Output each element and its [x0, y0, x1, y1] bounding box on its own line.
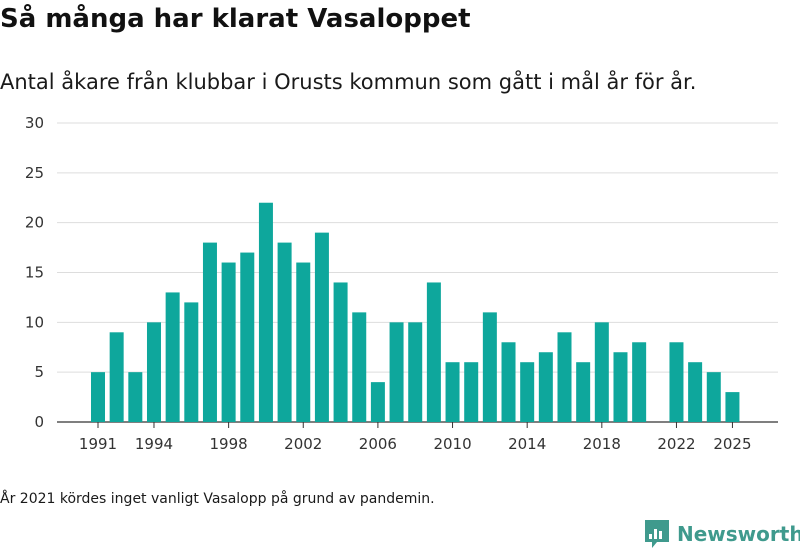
x-tick-label: 2022	[657, 435, 695, 453]
y-tick-label: 0	[34, 413, 44, 431]
bar	[464, 362, 479, 422]
x-tick-label: 2002	[284, 435, 322, 453]
bar	[333, 282, 348, 422]
y-tick-label: 15	[25, 264, 44, 282]
brand-name: Newsworthy	[677, 522, 800, 546]
chart-subtitle: Antal åkare från klubbar i Orusts kommun…	[0, 70, 697, 94]
bar	[632, 342, 647, 422]
bar	[482, 312, 497, 422]
bar	[165, 292, 180, 422]
x-tick-label: 1994	[135, 435, 173, 453]
x-tick-label: 2018	[583, 435, 621, 453]
bar	[389, 322, 404, 422]
bar	[501, 342, 516, 422]
bar	[408, 322, 423, 422]
x-tick-label: 1991	[79, 435, 117, 453]
bar	[277, 242, 292, 422]
y-tick-label: 30	[25, 114, 44, 132]
bar	[314, 232, 329, 422]
bar	[221, 262, 236, 422]
bar	[240, 252, 255, 422]
bar	[370, 382, 385, 422]
bar	[128, 372, 143, 422]
bar	[725, 392, 740, 422]
bar	[258, 202, 273, 422]
bar	[669, 342, 684, 422]
bar	[426, 282, 441, 422]
bar	[109, 332, 124, 422]
y-tick-label: 25	[25, 164, 44, 182]
bar	[706, 372, 721, 422]
footnote: År 2021 kördes inget vanligt Vasalopp på…	[0, 491, 435, 507]
x-tick-label: 1998	[210, 435, 248, 453]
y-tick-label: 20	[25, 214, 44, 232]
bar	[146, 322, 161, 422]
y-tick-label: 5	[34, 363, 44, 381]
bar	[613, 352, 628, 422]
bar	[538, 352, 553, 422]
bar	[445, 362, 460, 422]
bar	[352, 312, 367, 422]
x-tick-label: 2010	[433, 435, 471, 453]
bar	[557, 332, 572, 422]
y-tick-label: 10	[25, 313, 44, 331]
bar	[688, 362, 703, 422]
x-tick-label: 2014	[508, 435, 546, 453]
x-tick-label: 2025	[713, 435, 751, 453]
bar	[184, 302, 199, 422]
bar	[594, 322, 609, 422]
brand-logo: Newsworthy	[645, 519, 800, 549]
x-tick-label: 2006	[359, 435, 397, 453]
bar	[520, 362, 535, 422]
newsworthy-logo-icon	[645, 520, 669, 548]
bar	[202, 242, 217, 422]
bar	[576, 362, 591, 422]
bar	[91, 372, 105, 422]
chart-title: Så många har klarat Vasaloppet	[0, 4, 471, 34]
bar	[296, 262, 311, 422]
